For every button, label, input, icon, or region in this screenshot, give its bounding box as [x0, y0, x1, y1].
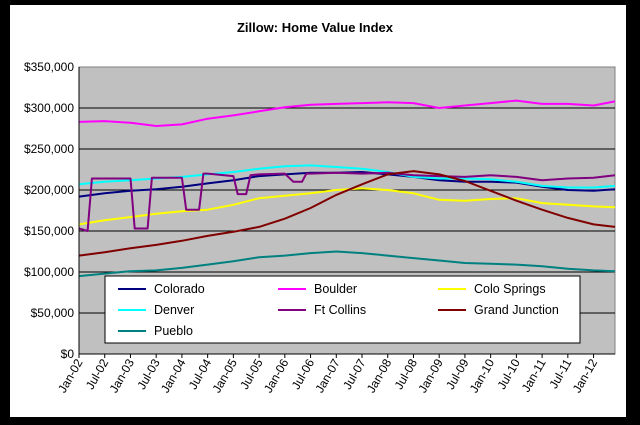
legend-label-pueblo: Pueblo [154, 324, 193, 338]
legend-label-colo-springs: Colo Springs [474, 282, 546, 296]
legend-items: Colorado Boulder Colo Springs Denver Ft Coll… [118, 282, 559, 338]
y-tick-label: $350,000 [24, 60, 74, 74]
y-tick-label: $200,000 [24, 183, 74, 197]
legend-label-grand-junction: Grand Junction [474, 303, 559, 317]
legend-label-boulder: Boulder [314, 282, 357, 296]
series-line-boulder [78, 99, 616, 127]
series-line-grand-junction [78, 170, 616, 257]
series-line-ft-collins [78, 171, 616, 232]
series-line-pueblo [78, 250, 616, 278]
legend-label-ft-collins: Ft Collins [314, 303, 366, 317]
legend-label-colorado: Colorado [154, 282, 205, 296]
y-tick-label: $300,000 [24, 101, 74, 115]
y-tick-label: $150,000 [24, 224, 74, 238]
y-tick-label: $0 [61, 347, 75, 361]
legend: Colorado Boulder Colo Springs Denver Ft Coll… [104, 275, 581, 344]
legend-label-denver: Denver [154, 303, 194, 317]
y-axis-tick-labels: $0 $50,000 $100,000 $150,000 $200,000 $250,00… [24, 60, 74, 361]
y-tick-label: $100,000 [24, 265, 74, 279]
y-tick-label: $50,000 [31, 306, 75, 320]
chart-title: Zillow: Home Value Index [237, 20, 394, 35]
y-tick-label: $250,000 [24, 142, 74, 156]
gridlines [79, 107, 615, 314]
legend-box [104, 275, 581, 344]
series-lines [78, 67, 616, 355]
